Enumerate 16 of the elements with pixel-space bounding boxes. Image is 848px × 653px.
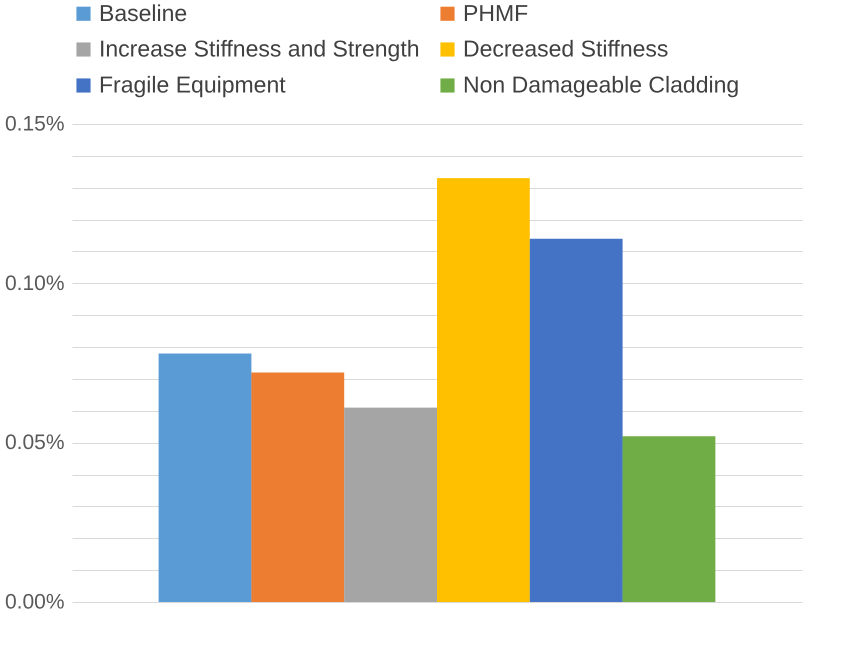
legend-label: Baseline bbox=[99, 0, 188, 26]
bar bbox=[530, 238, 623, 602]
legend-label: PHMF bbox=[463, 0, 528, 26]
legend-label: Non Damageable Cladding bbox=[463, 72, 740, 98]
bar bbox=[437, 178, 530, 602]
legend-label: Decreased Stiffness bbox=[463, 36, 668, 62]
y-tick-label: 0.15% bbox=[4, 112, 64, 136]
y-tick-label: 0.05% bbox=[4, 431, 64, 454]
bar bbox=[622, 436, 716, 602]
bar bbox=[344, 408, 437, 602]
legend-label: Fragile Equipment bbox=[99, 72, 286, 98]
legend-label: Increase Stiffness and Strength bbox=[99, 36, 420, 62]
bar bbox=[158, 353, 252, 602]
bar bbox=[251, 372, 344, 602]
y-tick-label: 0.10% bbox=[4, 272, 64, 295]
y-tick-label: 0.00% bbox=[4, 590, 64, 614]
